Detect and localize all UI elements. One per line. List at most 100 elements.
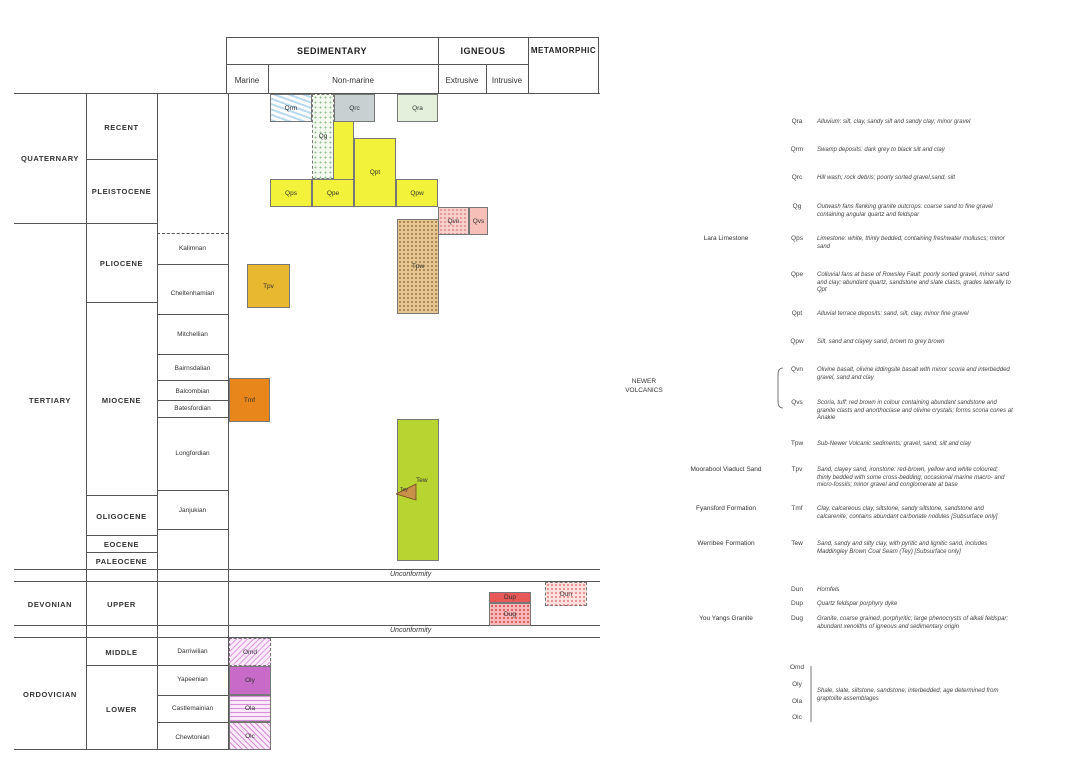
header-top-line (226, 37, 599, 38)
unit-qvn-label: Qvn (447, 217, 460, 225)
unit-omd-label: Omd (242, 648, 258, 656)
unit-olc-label: Olc (245, 732, 255, 740)
legend-code: Tmf (791, 505, 803, 512)
unit-qpw-label: Qpw (410, 189, 424, 197)
grid-line-tertiary-base (14, 569, 600, 570)
unit-qps-label: Qps (285, 189, 297, 197)
unit-qvn: Qvn (438, 207, 469, 235)
unit-tey-label: Tey (400, 487, 408, 493)
epoch-lower: LOWER (106, 705, 137, 714)
grid-line-quaternary (14, 223, 157, 224)
header-divider-ign-met (528, 37, 529, 93)
legend-description: Hornfels (817, 587, 1045, 595)
unit-tpw-label: Tpw (411, 263, 425, 270)
legend-description-line: Anakie (817, 415, 836, 421)
unit-tew: Tew Tey (396, 419, 439, 561)
legend-description: Scoria, tuff: red brown in colour contai… (817, 400, 1045, 423)
epoch-paleocene: PALEOCENE (95, 557, 148, 566)
legend-code: Omd (789, 664, 805, 671)
legend-description-line: gravel, sand and clay (817, 374, 874, 381)
header-metamorphic: METAMORPHIC (530, 46, 597, 55)
legend-description: Limestone: white, thinly bedded; contain… (817, 236, 1045, 251)
header-divider-extrusive (486, 64, 487, 93)
stage-bairnsdalian: Bairnsdalian (174, 365, 211, 372)
unit-qpe-label: Qpe (326, 189, 340, 197)
header-extrusive: Extrusive (445, 76, 479, 85)
unit-qvs-label: Qvs (472, 217, 485, 225)
legend-code: Tew (791, 540, 803, 547)
legend-code: Oly (792, 681, 802, 688)
grid-line-dashed (157, 233, 229, 234)
unit-qpt: Qpt (354, 138, 396, 207)
legend-description: Colluvial fans at base of Rowsley Fault:… (817, 272, 1045, 295)
unit-dug: Dug (489, 603, 531, 626)
unit-qrc: Qrc (334, 94, 375, 122)
grid-bottom-line (14, 749, 229, 750)
unit-dup: Dup (489, 592, 531, 603)
legend-description-line: Quartz feldspar porphyry dyke (817, 601, 898, 607)
header-sedimentary: SEDIMENTARY (296, 46, 367, 56)
unit-qps: Qps (270, 179, 312, 207)
epoch-pleistocene: PLEISTOCENE (91, 187, 152, 196)
newer-volcanics-bracket (777, 367, 784, 409)
legend-description-line: Maddingley Brown Coal Seam (Tey) [Subsur… (817, 548, 961, 555)
legend-description: Sand, clayey sand, ironstone: red-brown,… (817, 467, 1045, 490)
unit-qrm: Qrm (270, 94, 312, 122)
legend-code: Qps (791, 235, 803, 242)
unit-omd: Omd (229, 638, 271, 666)
legend-description: Swamp deposits: dark grey to black silt … (817, 147, 1045, 155)
header-right-line (598, 37, 599, 93)
grid-line-mitchellian (157, 354, 228, 355)
legend-code: Dup (791, 600, 803, 607)
stage-longfordian: Longfordian (175, 450, 210, 457)
legend-description-line: containing angular quartz and feldspar (817, 211, 920, 218)
legend-code: Dug (791, 615, 803, 622)
unit-tey-wedge (396, 483, 417, 501)
legend-description: Sand, sandy and silty clay, with pyritic… (817, 541, 1045, 556)
legend-description-line: Alluvium: silt, clay, sandy silt and san… (817, 119, 971, 125)
stage-batesfordian: Batesfordian (174, 405, 211, 412)
legend-code: Qpt (791, 310, 803, 317)
legend-code: Dun (791, 586, 803, 593)
unit-dun-label: Dun (560, 590, 572, 598)
grid-line-eocene (86, 552, 157, 553)
grid-line-yapeenian (157, 695, 228, 696)
legend-code: Qpe (790, 271, 804, 278)
stage-darriwilian: Darriwilian (177, 648, 208, 655)
legend-description-line: Sand, clayey sand, ironstone: red-brown,… (817, 467, 999, 473)
grid-top-line (14, 93, 600, 94)
legend-description-line: Scoria, tuff: red brown in colour contai… (817, 400, 997, 406)
stage-kalimnan: Kalimnan (178, 245, 207, 252)
unit-qra: Qra (397, 94, 438, 122)
legend-description: Outwash fans flanking granite outcrops: … (817, 204, 1045, 219)
legend-code: Qrc (791, 174, 803, 181)
unit-qpe-upper (333, 121, 354, 179)
legend-description: Alluvial terrace deposits: sand, silt, c… (817, 311, 1045, 319)
legend-description-line: Limestone: white, thinly bedded; contain… (817, 236, 1005, 242)
stage-chewtonian: Chewtonian (175, 734, 210, 741)
header-intrusive: Intrusive (491, 76, 523, 85)
legend-code: Tpv (791, 466, 803, 473)
newer-volcanics-line-2: VOLCANICS (625, 387, 663, 394)
grid-col-line-3 (228, 93, 229, 750)
legend-code: Qvn (791, 366, 803, 373)
unit-qg-label: Qg (318, 133, 328, 140)
legend-description-line: Shale, slate, siltstone, sandstone; inte… (817, 688, 999, 694)
unconformity-label-2: Unconformity (390, 627, 432, 634)
unconformity-label-1: Unconformity (390, 571, 432, 578)
stage-balcombian: Balcombian (175, 388, 210, 395)
stage-yapeenian: Yapeenian (177, 676, 208, 683)
legend-code: Qra (791, 118, 803, 125)
grid-line-castlemainian (157, 722, 228, 723)
epoch-oligocene: OLIGOCENE (96, 512, 147, 521)
header-mid-line (226, 64, 528, 65)
epoch-recent: RECENT (104, 123, 139, 132)
period-tertiary: TERTIARY (28, 396, 72, 405)
header-divider-marine (268, 64, 269, 93)
unit-qpe: Qpe (312, 179, 354, 207)
grid-line-unconformity-1 (14, 581, 600, 582)
header-left-line (226, 37, 227, 93)
legend-description-line: Alluvial terrace deposits: sand, silt, c… (817, 311, 969, 317)
unit-tpv-label: Tpv (263, 282, 274, 290)
legend-formation-name: Werribee Formation (697, 540, 755, 547)
